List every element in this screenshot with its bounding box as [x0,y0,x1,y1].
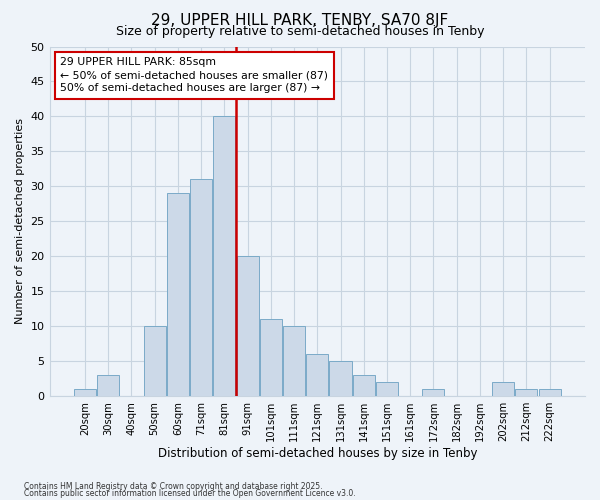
Bar [143,326,166,396]
Text: 29 UPPER HILL PARK: 85sqm
← 50% of semi-detached houses are smaller (87)
50% of : 29 UPPER HILL PARK: 85sqm ← 50% of semi-… [60,57,328,94]
Bar [260,320,282,396]
Bar [74,389,96,396]
Bar [353,375,375,396]
Bar [329,361,352,396]
Text: 29, UPPER HILL PARK, TENBY, SA70 8JF: 29, UPPER HILL PARK, TENBY, SA70 8JF [151,12,449,28]
Bar [236,256,259,396]
Text: Size of property relative to semi-detached houses in Tenby: Size of property relative to semi-detach… [116,25,484,38]
Text: Contains public sector information licensed under the Open Government Licence v3: Contains public sector information licen… [24,489,356,498]
Bar [283,326,305,396]
Bar [306,354,328,396]
Bar [213,116,235,396]
Bar [492,382,514,396]
Bar [97,375,119,396]
Bar [515,389,538,396]
Bar [190,180,212,396]
Bar [422,389,445,396]
Bar [539,389,560,396]
Text: Contains HM Land Registry data © Crown copyright and database right 2025.: Contains HM Land Registry data © Crown c… [24,482,323,491]
Y-axis label: Number of semi-detached properties: Number of semi-detached properties [15,118,25,324]
Bar [376,382,398,396]
X-axis label: Distribution of semi-detached houses by size in Tenby: Distribution of semi-detached houses by … [158,447,477,460]
Bar [167,194,189,396]
